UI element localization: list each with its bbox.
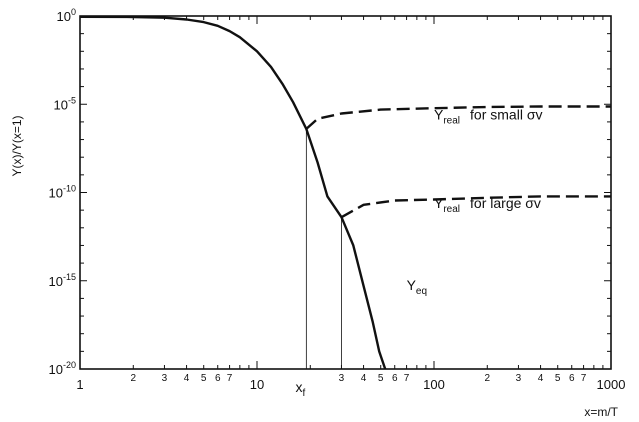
plot-frame xyxy=(79,15,612,370)
curve-annotation-eq: Yeq xyxy=(407,277,427,297)
x-minor-tick-label: 3 xyxy=(162,373,168,384)
y-axis-ticks: 100 10-5 10-10 10-15 10-20 xyxy=(49,7,611,377)
x-tick-label: 10 xyxy=(250,377,264,392)
curve-annotation-large: Yreal for large σv xyxy=(434,195,541,215)
x-minor-tick-label: 3 xyxy=(339,373,345,384)
y-tick-label: 10-15 xyxy=(49,272,76,289)
x-minor-tick-label: 6 xyxy=(215,373,221,384)
x-minor-tick-label: 7 xyxy=(404,373,410,384)
x-tick-label: 1 xyxy=(76,377,83,392)
curve-annotation-small: Yreal for small σv xyxy=(434,106,542,126)
x-minor-tick-label: 2 xyxy=(131,373,137,384)
x-minor-tick-label: 6 xyxy=(392,373,398,384)
series-line xyxy=(305,105,611,130)
x-minor-tick-label: 4 xyxy=(184,373,190,384)
freezeout-label: xf xyxy=(295,379,305,399)
x-minor-tick-label: 4 xyxy=(538,373,544,384)
x-minor-tick-label: 5 xyxy=(378,373,384,384)
series-group xyxy=(79,15,611,370)
x-minor-tick-label: 6 xyxy=(569,373,575,384)
y-tick-label: 10-20 xyxy=(49,360,76,377)
x-minor-tick-label: 4 xyxy=(361,373,367,384)
x-minor-tick-label: 7 xyxy=(581,373,587,384)
y-tick-label: 10-5 xyxy=(54,95,76,112)
y-axis-title: Y(x)/Y(x=1) xyxy=(10,115,24,176)
x-tick-label: 100 xyxy=(423,377,445,392)
series-line xyxy=(79,15,387,370)
freezeout-lines: xf xyxy=(295,128,342,399)
x-minor-tick-label: 5 xyxy=(201,373,207,384)
x-minor-tick-label: 5 xyxy=(555,373,561,384)
y-tick-label: 10-10 xyxy=(49,184,76,201)
x-minor-tick-label: 2 xyxy=(485,373,491,384)
x-axis-ticks: 1 2 3 4 5 6 7 10 3 4 5 6 7 100 2 3 4 5 6 7 1000 xyxy=(76,16,625,392)
curve-annotations: Yreal for small σv Yreal for large σv Yeq xyxy=(407,106,543,297)
y-tick-label: 100 xyxy=(57,7,76,24)
x-minor-tick-label: 3 xyxy=(516,373,522,384)
x-minor-tick-label: 7 xyxy=(227,373,233,384)
series-line xyxy=(340,195,611,219)
x-tick-label: 1000 xyxy=(597,377,626,392)
x-axis-title: x=m/T xyxy=(584,405,618,419)
